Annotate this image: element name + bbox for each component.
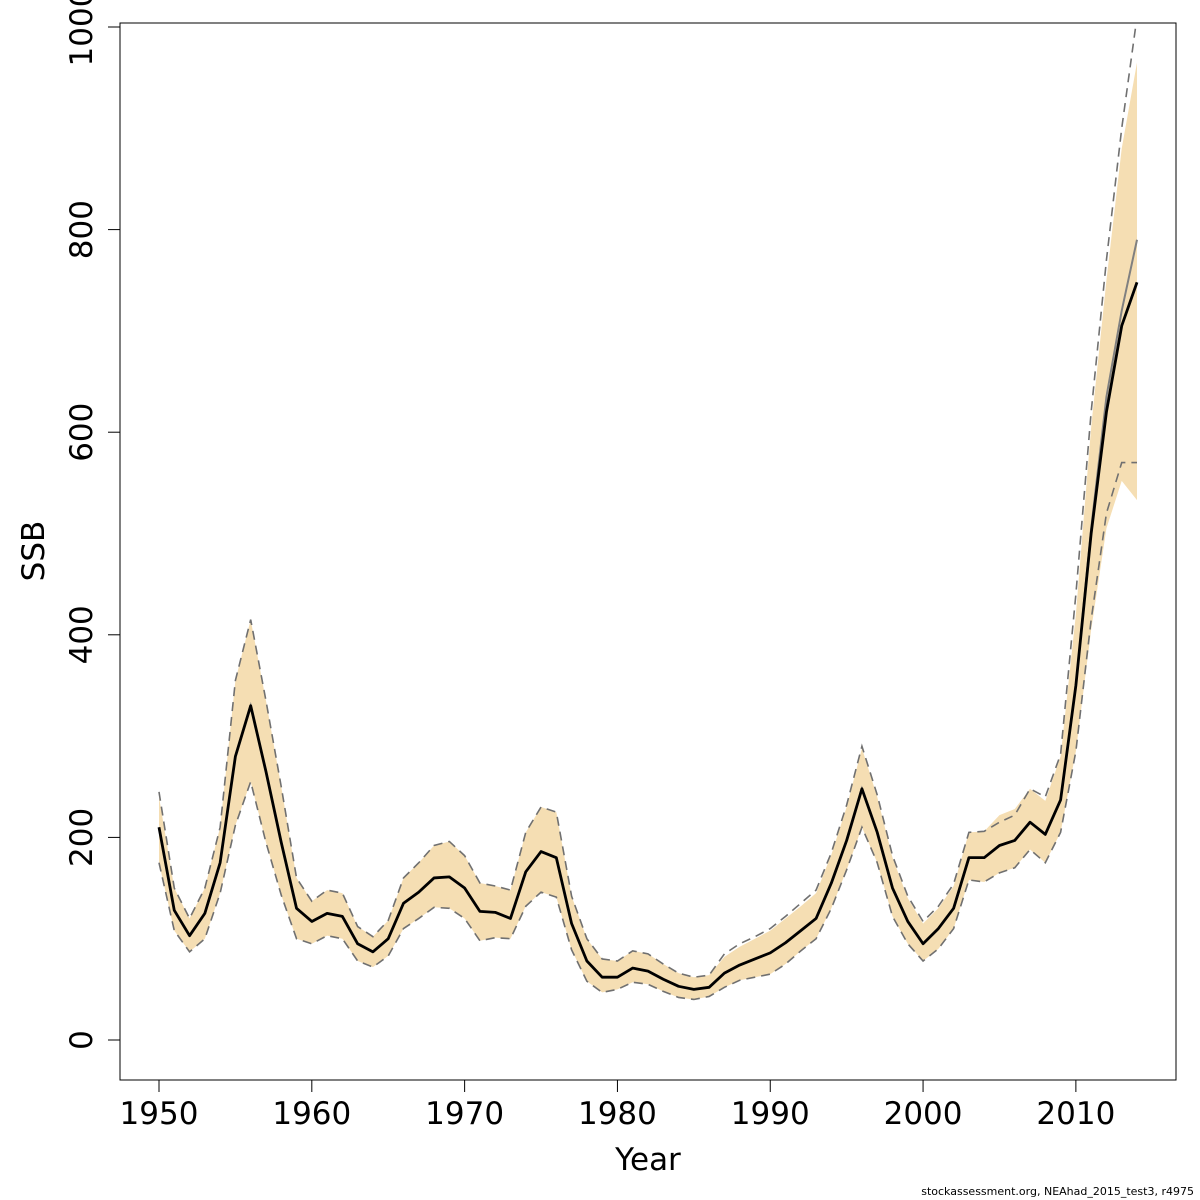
x-tick-label: 1970: [425, 1096, 504, 1132]
x-tick-label: 2000: [884, 1096, 963, 1132]
y-tick-label: 200: [64, 808, 100, 867]
x-tick-label: 1980: [578, 1096, 657, 1132]
x-tick-label: 1990: [731, 1096, 810, 1132]
x-tick-label: 2010: [1036, 1096, 1115, 1132]
x-axis: 1950 1960 1970 1980 1990 2000 2010: [120, 1079, 1115, 1132]
y-tick-label: 600: [64, 403, 100, 462]
footer-credit: stockassessment.org, NEAhad_2015_test3, …: [921, 1185, 1194, 1198]
x-tick-label: 1950: [120, 1096, 199, 1132]
y-tick-label: 400: [64, 605, 100, 664]
plot-area: [157, 23, 1139, 1001]
y-axis: 0 200 400 600 800 1000: [64, 0, 121, 1050]
y-tick-label: 800: [64, 200, 100, 259]
y-axis-title: SSB: [16, 521, 52, 582]
y-tick-label: 0: [64, 1030, 100, 1050]
ssb-estimate-line: [157, 281, 1139, 991]
x-axis-title: Year: [614, 1142, 681, 1178]
previous-lower-bound-line: [158, 461, 1137, 1001]
previous-upper-bound-line: [158, 23, 1137, 979]
y-tick-label: 1000: [64, 0, 100, 66]
x-tick-label: 1960: [272, 1096, 351, 1132]
